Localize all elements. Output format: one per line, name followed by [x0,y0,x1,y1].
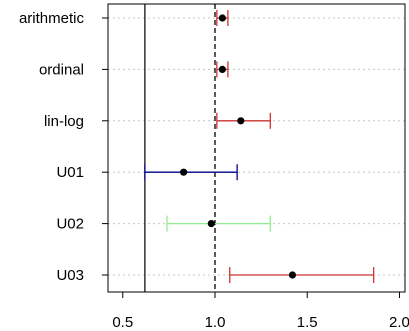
x-axis: 0.5 1.0 1.5 2.0 [112,292,409,331]
category-labels: arithmetic ordinal lin-log U01 U02 U03 [19,10,108,284]
category-label-arithmetic: arithmetic [19,10,85,27]
grid-lines [108,17,405,276]
point-estimate-U02 [207,220,215,228]
category-label-ordinal: ordinal [39,61,84,78]
data-marks [144,10,375,283]
point-estimate-arithmetic [218,14,226,22]
category-label-U01: U01 [56,164,84,181]
plot-frame [107,3,406,293]
x-tick-label: 2.0 [389,314,409,331]
point-estimate-lin-log [237,117,245,125]
point-estimate-U03 [288,271,297,279]
point-estimate-ordinal [218,65,226,73]
x-tick-label: 0.5 [112,314,133,331]
x-tick-label: 1.0 [205,314,226,331]
category-label-lin-log: lin-log [44,113,84,130]
category-label-U03: U03 [56,267,84,284]
point-estimate-U01 [180,168,188,176]
category-label-U02: U02 [56,216,84,233]
x-tick-label: 1.5 [297,314,318,331]
